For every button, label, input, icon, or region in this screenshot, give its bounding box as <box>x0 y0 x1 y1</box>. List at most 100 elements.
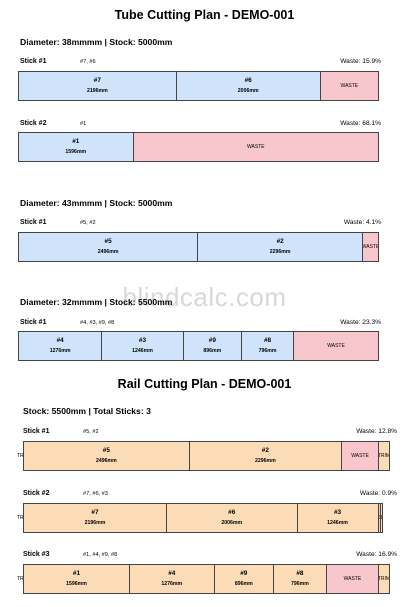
piece-length: 2196mm <box>84 520 106 527</box>
piece-segment: #5 2496mm <box>19 233 199 261</box>
piece-length: 896mm <box>234 581 253 588</box>
trim-label: TR <box>381 515 382 521</box>
piece-id: #4 <box>56 336 64 344</box>
piece-length: 796mm <box>258 348 277 355</box>
rail-plan-title: Rail Cutting Plan - DEMO-001 <box>117 377 292 391</box>
piece-length: 2196mm <box>86 88 108 95</box>
piece-segment: #8 796mm <box>274 565 327 593</box>
piece-length: 2006mm <box>237 88 259 95</box>
piece-segment: #4 1276mm <box>19 332 103 360</box>
stick-bar: #4 1276mm #3 1246mm #9 896mm #8 796mm WASTE <box>18 331 379 361</box>
piece-segment: #8 796mm <box>242 332 295 360</box>
stick-waste-percent: Waste: 68.1% <box>340 120 381 127</box>
watermark: blindcalc.com <box>122 282 287 312</box>
trim-left-label: TR <box>17 576 24 582</box>
stick-bar: #7 2196mm #6 2006mm WASTE <box>18 71 379 101</box>
waste-label: WASTE <box>343 575 362 582</box>
stick-cuts: #5, #2 <box>83 429 99 435</box>
piece-length: 2296mm <box>254 458 276 465</box>
stick-cuts: #1, #4, #9, #8 <box>83 552 118 558</box>
piece-id: #6 <box>244 76 252 84</box>
waste-segment: WASTE <box>133 133 378 161</box>
piece-id: #9 <box>208 336 216 344</box>
piece-length: 2006mm <box>221 520 243 527</box>
piece-segment: #6 2006mm <box>176 72 321 100</box>
stick-bar: #5 2496mm #2 2296mm WASTE <box>18 232 379 262</box>
waste-label: WASTE <box>363 243 378 250</box>
piece-length: 1596mm <box>65 149 87 156</box>
piece-segment: #3 1246mm <box>297 504 379 532</box>
piece-length: 796mm <box>290 581 309 588</box>
waste-label: WASTE <box>351 452 369 459</box>
piece-id: #8 <box>264 336 272 344</box>
piece-id: #3 <box>138 336 146 344</box>
stick-label: Stick #2 <box>20 120 47 127</box>
waste-label: WASTE <box>246 143 265 150</box>
waste-label: WASTE <box>379 515 380 521</box>
trim-left-label: TR <box>17 515 24 521</box>
piece-length: 1276mm <box>49 348 71 355</box>
piece-id: #7 <box>93 76 101 84</box>
trim-label: TRIM <box>379 452 389 459</box>
waste-label: WASTE <box>340 82 359 89</box>
trim-left-label: TR <box>17 453 24 459</box>
piece-segment: #9 896mm <box>214 565 275 593</box>
piece-id: #5 <box>104 237 112 245</box>
stick-waste-percent: Waste: 23.3% <box>340 319 381 326</box>
piece-length: 1246mm <box>327 520 348 527</box>
stick-label: Stick #3 <box>23 551 50 558</box>
piece-segment: #2 2296mm <box>189 442 342 470</box>
stick-label: Stick #1 <box>23 428 50 435</box>
waste-segment: WASTE <box>342 442 380 470</box>
stick-waste-percent: Waste: 4.1% <box>343 219 381 226</box>
stick-bar: #5 2496mm #2 2296mm WASTE TRIM <box>23 441 390 471</box>
stick-bar: #1 1596mm WASTE <box>18 132 379 162</box>
piece-segment: #2 2296mm <box>198 233 364 261</box>
stick-waste-percent: Waste: 0.9% <box>359 490 397 497</box>
stick-label: Stick #1 <box>20 219 47 226</box>
waste-segment: WASTE <box>320 72 378 100</box>
piece-id: #8 <box>296 569 304 577</box>
stick-waste-percent: Waste: 15.9% <box>340 58 381 65</box>
piece-id: #1 <box>72 137 80 145</box>
stick-bar: #1 1596mm #4 1276mm #9 896mm #8 796mm WASTE TRIM <box>23 564 390 594</box>
piece-segment: #4 1276mm <box>129 565 215 593</box>
piece-id: #9 <box>240 569 248 577</box>
stick-cuts: #1 <box>80 121 87 127</box>
piece-id: #2 <box>261 446 269 454</box>
waste-segment: WASTE <box>294 332 378 360</box>
rail-stock-header: Stock: 5500mm | Total Sticks: 3 <box>23 406 151 416</box>
piece-segment: #3 1246mm <box>102 332 184 360</box>
piece-segment: #5 2496mm <box>24 442 190 470</box>
stick-waste-percent: Waste: 16.9% <box>356 551 397 558</box>
piece-length: 1246mm <box>132 348 153 355</box>
tube-group-header: Diameter: 43mmmm | Stock: 5000mm <box>20 198 173 208</box>
piece-segment: #7 2196mm <box>19 72 177 100</box>
trim-segment: TR <box>380 504 382 532</box>
piece-segment: #1 1596mm <box>19 133 134 161</box>
piece-length: 1596mm <box>66 581 87 588</box>
stick-label: Stick #1 <box>20 58 47 65</box>
waste-segment: WASTE <box>326 565 379 593</box>
piece-length: 2496mm <box>95 458 117 465</box>
stick-cuts: #7, #6 <box>80 59 96 65</box>
piece-id: #3 <box>333 508 342 516</box>
stick-cuts: #4, #3, #9, #8 <box>80 320 115 326</box>
trim-segment: TRIM <box>379 442 389 470</box>
tube-group-header: Diameter: 38mmmm | Stock: 5000mm <box>20 37 173 47</box>
tube-plan-title: Tube Cutting Plan - DEMO-001 <box>114 8 295 22</box>
piece-segment: #9 896mm <box>183 332 243 360</box>
piece-length: 1276mm <box>161 581 183 588</box>
piece-segment: #6 2006mm <box>166 504 298 532</box>
piece-id: #6 <box>228 508 236 516</box>
piece-id: #5 <box>102 446 110 454</box>
piece-length: 2496mm <box>97 249 119 256</box>
trim-segment: TRIM <box>379 565 389 593</box>
waste-segment: WASTE <box>363 233 378 261</box>
tube-group-header: Diameter: 32mmmm | Stock: 5500mm <box>20 297 173 307</box>
piece-id: #1 <box>72 569 80 577</box>
piece-id: #2 <box>276 237 284 245</box>
waste-label: WASTE <box>327 342 345 349</box>
piece-segment: #1 1596mm <box>24 565 130 593</box>
